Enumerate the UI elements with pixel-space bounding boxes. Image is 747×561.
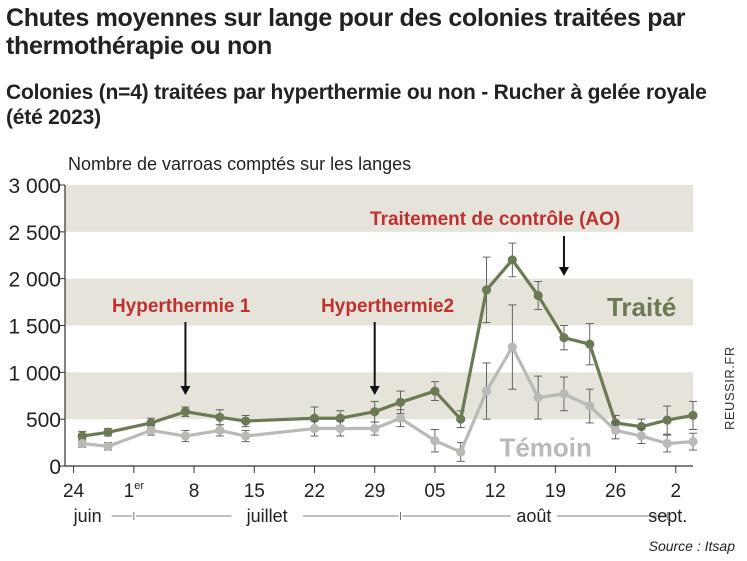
source-note: Source : Itsap [648,538,735,554]
data-point-temoin [103,441,113,451]
data-point-temoin [180,431,191,441]
data-point-traite [180,407,191,417]
data-point-temoin [241,431,251,441]
data-point-temoin [507,342,517,352]
y-axis-title: Nombre de varroas comptés sur les langes [68,154,411,174]
data-point-temoin [146,425,156,436]
x-tick-label: 26 [605,481,626,502]
data-point-traite [585,339,595,349]
month-label: août [516,506,551,526]
side-credit: REUSSIR.FR [722,346,737,430]
data-point-traite [215,412,225,422]
y-tick-label: 0 [49,456,61,479]
annotation-label: Hyperthermie 1 [112,296,251,317]
x-tick-label: 05 [424,481,445,502]
y-band-2 [65,185,693,232]
data-point-temoin [481,386,492,396]
x-tick-label: 8 [189,481,200,502]
data-point-traite [146,418,156,428]
data-point-temoin [688,437,698,447]
data-point-temoin [309,423,320,434]
x-tick-label: 24 [63,481,85,502]
data-point-temoin [533,393,543,403]
x-tick-label: 19 [545,481,566,502]
x-tick-label: 22 [304,481,325,502]
y-tick-label: 2 500 [8,222,61,245]
data-point-temoin [335,423,345,434]
data-point-traite [430,386,440,396]
annotation-arrow-head [369,386,380,395]
data-point-traite [662,415,672,425]
annotation-label: Hyperthermie2 [321,296,454,317]
data-point-temoin [77,438,87,449]
month-label: juin [73,506,102,526]
x-tick-label: 29 [364,481,385,502]
data-point-traite [456,414,466,424]
y-tick-label: 3 000 [8,175,61,198]
data-point-traite [103,427,113,437]
data-point-temoin [636,431,646,441]
annotation-arrow-head [558,267,569,276]
data-point-traite [559,333,569,343]
data-point-temoin [370,423,380,434]
data-point-traite [688,410,698,421]
data-point-traite [309,413,320,423]
x-tick-superscript: er [134,480,144,492]
data-point-traite [395,397,406,407]
data-point-traite [370,407,380,417]
data-point-traite [241,416,251,426]
y-band-1 [65,278,693,326]
data-point-temoin [662,438,672,449]
y-tick-label: 2 000 [8,269,61,292]
data-point-traite [335,413,345,423]
data-point-traite [533,290,543,301]
y-tick-label: 1 500 [8,316,61,339]
month-label: juillet [246,506,288,526]
data-point-temoin [430,436,440,446]
annotation-arrow-head [180,386,191,395]
data-point-traite [77,431,87,441]
x-tick-label: 15 [244,481,265,502]
x-tick-label: 1er [124,480,145,502]
series-label-temoin: Témoin [499,433,591,463]
data-point-temoin [215,425,225,436]
chart-subtitle: Colonies (n=4) traitées par hyperthermie… [6,81,707,129]
x-tick-label: 2 [671,481,682,502]
y-tick-label: 500 [26,409,61,432]
y-tick-label: 1 000 [8,362,61,385]
series-label-traite: Traité [607,292,676,322]
data-point-temoin [395,413,406,423]
data-point-temoin [610,425,621,436]
data-point-traite [481,285,492,295]
annotation-label: Traitement de contrôle (AO) [370,209,620,230]
chart-title: Chutes moyennes sur lange pour des colon… [6,4,686,60]
data-point-temoin [456,447,466,457]
x-tick-label: 12 [485,481,506,502]
month-label: sept. [648,506,687,526]
data-point-temoin [559,389,569,399]
data-point-temoin [585,401,595,411]
data-point-traite [507,255,517,265]
